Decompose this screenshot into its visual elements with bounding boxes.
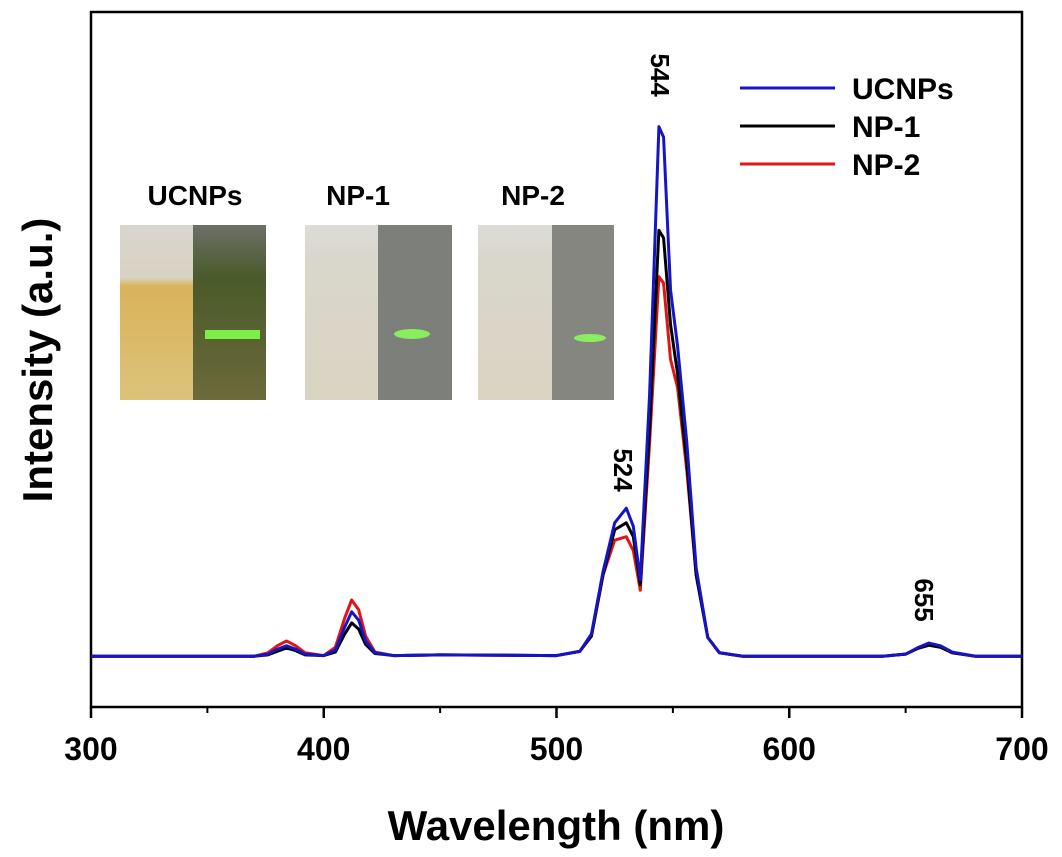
x-tick-label: 300 xyxy=(64,731,117,767)
x-tick-label: 400 xyxy=(297,731,350,767)
peak-annotation: 655 xyxy=(909,578,939,621)
x-tick-label: 500 xyxy=(530,731,583,767)
peak-annotation: 544 xyxy=(645,53,675,97)
inset-photos xyxy=(120,225,614,400)
legend-label: UCNPs xyxy=(852,73,954,106)
peak-annotation: 524 xyxy=(608,448,638,492)
inset-label: NP-2 xyxy=(501,180,565,211)
x-tick-label: 600 xyxy=(763,731,816,767)
x-axis-title: Wavelength (nm) xyxy=(388,802,725,849)
inset-label: UCNPs xyxy=(148,180,243,211)
legend-label: NP-1 xyxy=(852,111,920,144)
legend-label: NP-2 xyxy=(852,149,920,182)
inset-label: NP-1 xyxy=(326,180,390,211)
y-axis-title: Intensity (a.u.) xyxy=(14,218,61,503)
series-line xyxy=(91,125,1022,658)
x-tick-label: 700 xyxy=(995,731,1048,767)
